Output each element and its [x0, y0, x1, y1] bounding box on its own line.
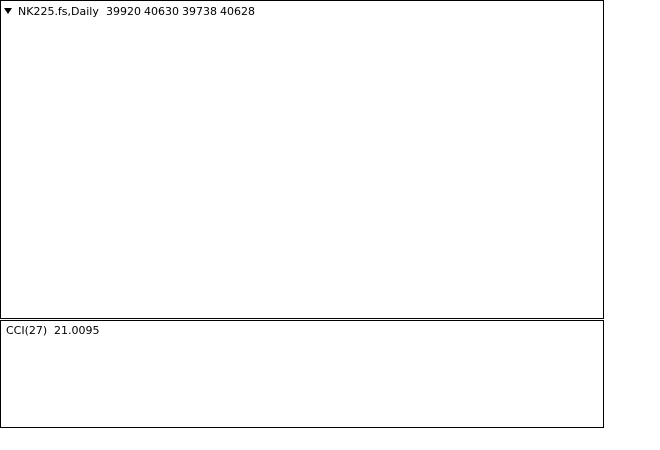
- main-panel-frame: [0, 0, 604, 319]
- open-value: 39920: [106, 5, 141, 18]
- close-value: 40628: [220, 5, 255, 18]
- high-value: 40630: [144, 5, 179, 18]
- menu-arrow: [4, 8, 12, 14]
- low-value: 39738: [182, 5, 217, 18]
- indicator-name: CCI(27): [6, 324, 47, 337]
- chart-title: NK225.fs,Daily: [18, 5, 99, 18]
- cci-panel-frame: [0, 320, 604, 428]
- indicator-value: 21.0095: [54, 324, 100, 337]
